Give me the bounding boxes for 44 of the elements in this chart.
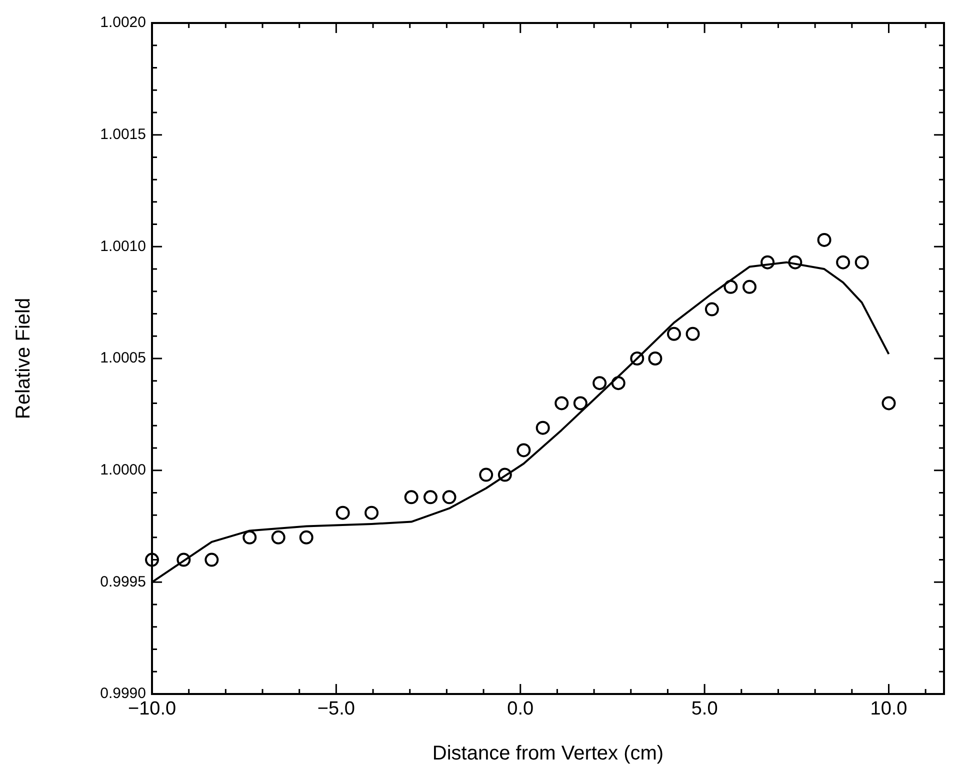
point [271,530,286,544]
point [442,490,456,504]
point [686,326,700,341]
y-axis-title: Relative Field [12,298,35,420]
point [704,302,719,316]
point [611,376,626,390]
point [573,396,588,410]
point [516,443,531,458]
x-tick-label: 10.0 [870,698,908,720]
point [630,352,644,366]
point [742,280,756,294]
point [724,280,738,294]
point [479,468,494,482]
point [536,420,550,435]
point [364,506,379,520]
point [592,376,607,390]
point [554,396,569,410]
point [836,255,850,270]
y-tick-label: 1.0005 [100,350,146,367]
point [145,552,159,567]
point [404,490,418,504]
point [336,506,350,520]
point [299,530,314,544]
x-tick-label: −5.0 [317,698,355,720]
point [817,232,832,247]
y-tick-label: 0.9995 [100,573,146,590]
point [760,255,775,270]
point [788,255,802,270]
y-tick-label: 1.0000 [100,461,146,478]
point [204,552,219,567]
point [666,326,681,341]
point [648,352,662,366]
point [498,468,512,482]
point [242,530,257,544]
x-tick-label: 0.0 [507,698,534,720]
point [854,255,869,270]
point [882,396,896,410]
point [176,552,191,567]
y-tick-label: 1.0010 [100,238,146,255]
y-tick-label: 1.0015 [100,126,146,143]
x-axis-title: Distance from Vertex (cm) [432,742,664,765]
x-tick-label: 5.0 [691,698,718,720]
point [423,490,438,504]
y-tick-label: 1.0020 [100,14,146,32]
